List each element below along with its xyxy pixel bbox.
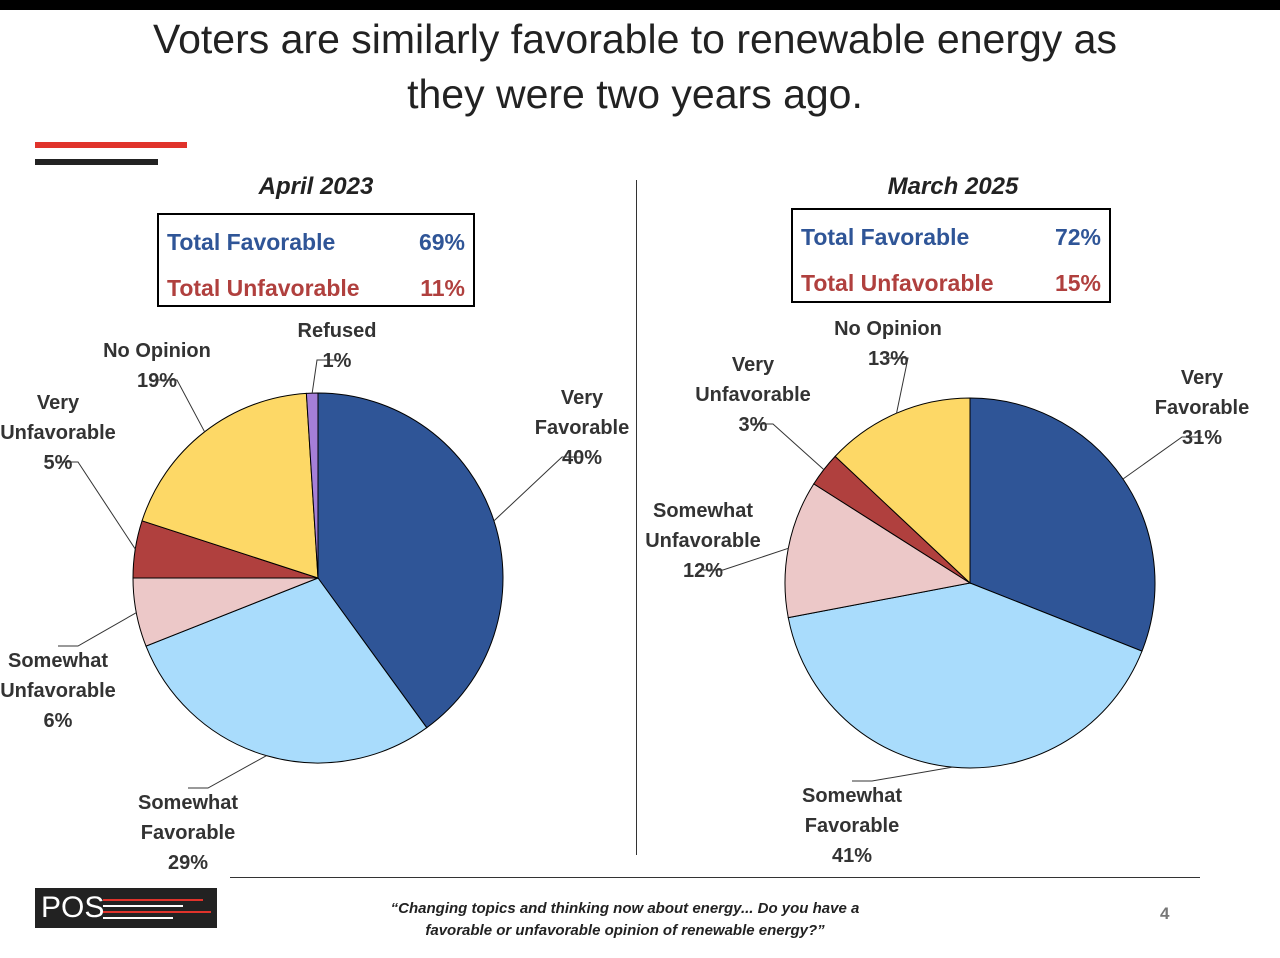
slice-name: No Opinion [103,340,211,362]
pie-slice [834,397,971,585]
summary-row: Total Favorable 69% [167,219,465,265]
pie-slice [787,582,1143,769]
summary-label: Total Unfavorable [801,269,994,296]
slice-label: Very Unfavorable 5% [0,388,123,478]
slice-value: 31% [1181,427,1223,449]
summary-value: 69% [418,228,465,255]
top-bar [0,0,1280,10]
slice-name: Refused [297,320,377,342]
slice-value: 6% [43,710,73,732]
leader-line [157,379,206,433]
slice-name: Somewhat Favorable [801,785,903,837]
leader-line [58,461,136,550]
pie-slice [784,483,972,619]
summary-row: Total Unfavorable 11% [167,265,465,311]
summary-box: Total Favorable 72% Total Unfavorable 15% [791,208,1111,303]
divider [636,180,637,855]
footer-question: “Changing topics and thinking now about … [390,900,860,939]
leader-line [188,755,267,789]
slice-name: Somewhat Unfavorable [645,500,761,552]
summary-row: Total Unfavorable 15% [801,260,1101,306]
slice-name: Very Unfavorable [0,392,116,444]
summary-box: Total Favorable 69% Total Unfavorable 11% [157,213,475,307]
accent-red [35,142,187,148]
slice-name: No Opinion [834,318,942,340]
pie-slice [141,392,319,579]
summary-label: Total Favorable [167,228,336,255]
slice-value: 40% [561,447,603,469]
footer-rule [230,877,1200,878]
slice-label: No Opinion 13% [813,314,963,374]
slice-label: Somewhat Unfavorable 6% [0,646,123,736]
slice-label: Somewhat Unfavorable 12% [633,496,773,586]
slice-label: Refused 1% [282,316,392,376]
slice-name: Very Unfavorable [695,354,811,406]
logo-lines [103,899,211,919]
slide-title: Voters are similarly favorable to renewa… [153,16,1117,117]
chart-title: March 2025 [887,173,1019,200]
slice-label: Somewhat Favorable 41% [777,781,927,871]
leader-line [311,359,337,394]
slice-value: 13% [867,348,909,370]
logo-text: POS [41,891,105,924]
summary-row: Total Favorable 72% [801,214,1101,260]
slice-value: 12% [682,560,724,582]
summary-label: Total Unfavorable [167,274,360,301]
leader-line [852,766,953,782]
summary-label: Total Favorable [801,223,970,250]
chart-title: April 2023 [258,173,374,200]
logo: POS [35,888,217,928]
slice-value: 29% [167,852,209,874]
leader-line [1122,436,1202,480]
slice-name: Very Favorable [1154,367,1250,419]
slice-value: 5% [43,452,73,474]
leader-line [753,423,825,470]
summary-value: 15% [1054,269,1101,296]
leader-line [493,456,582,522]
page-number: 4 [1160,904,1170,923]
slice-label: No Opinion 19% [82,336,232,396]
slice-label: Very Unfavorable 3% [683,350,823,440]
slice-name: Somewhat Favorable [137,792,239,844]
pie-slice [317,392,504,729]
slice-name: Somewhat Unfavorable [0,650,116,702]
slice-label: Somewhat Favorable 29% [113,788,263,878]
leader-line [888,357,909,414]
slice-label: Very Favorable 40% [522,383,642,473]
accent-black [35,159,158,165]
summary-value: 72% [1054,223,1101,250]
summary-value: 11% [420,274,465,301]
slice-value: 41% [831,845,873,867]
slice-value: 19% [136,370,178,392]
leader-line [703,547,789,571]
slice-value: 1% [322,350,352,372]
leader-line [58,612,137,647]
slice-name: Very Favorable [534,387,630,439]
slice-label: Very Favorable 31% [1142,363,1262,453]
slice-value: 3% [738,414,768,436]
